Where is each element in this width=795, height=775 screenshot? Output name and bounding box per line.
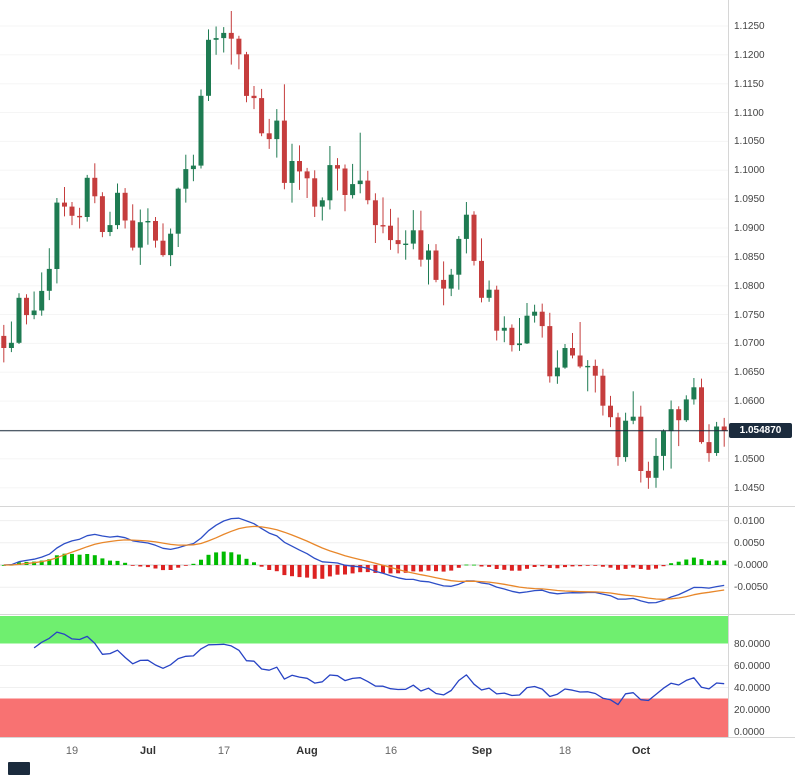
time-axis-label: Aug <box>296 745 318 757</box>
oversold-zone <box>0 698 728 737</box>
price-axis-tick: 1.1050 <box>734 136 765 148</box>
rsi-axis-tick: 80.0000 <box>734 638 771 650</box>
price-axis-tick: 1.1100 <box>734 107 764 119</box>
panel-divider <box>0 614 795 615</box>
rsi-axis-tick: 20.0000 <box>734 704 771 716</box>
macd-axis-tick: -0.0000 <box>734 560 768 572</box>
price-axis-tick: 1.0750 <box>734 309 765 321</box>
macd-axis-tick: -0.0050 <box>734 582 768 594</box>
price-axis-tick: 1.0900 <box>734 222 765 234</box>
price-axis-tick: 1.1000 <box>734 165 765 177</box>
candlestick-panel[interactable] <box>0 0 728 505</box>
price-axis-tick: 1.0950 <box>734 194 765 206</box>
time-axis-label: Oct <box>631 745 651 757</box>
price-axis-tick: 1.1250 <box>734 20 765 32</box>
price-axis-tick: 1.1200 <box>734 49 765 61</box>
rsi-axis-tick: 40.0000 <box>734 682 771 694</box>
panel-divider <box>0 506 795 507</box>
price-axis-tick: 1.0450 <box>734 482 765 494</box>
time-axis-label: 18 <box>558 745 572 757</box>
signal-line <box>3 525 725 600</box>
panel-divider <box>0 737 795 738</box>
macd-axis-tick: 0.0100 <box>734 515 765 527</box>
rsi-gridlines <box>0 665 728 688</box>
price-axis-tick: 1.0600 <box>734 396 765 408</box>
cropped-ui-fragment <box>8 762 30 775</box>
time-axis-label: 17 <box>217 745 231 757</box>
last-price-tag: 1.054870 <box>729 423 792 438</box>
price-axis-tick: 1.1150 <box>734 78 764 90</box>
price-axis-tick: 1.0700 <box>734 338 765 350</box>
price-axis-tick: 1.0850 <box>734 251 765 263</box>
macd-gridlines <box>0 520 728 588</box>
last-price-value: 1.054870 <box>739 425 782 436</box>
time-axis-label: Sep <box>471 745 493 757</box>
overbought-zone <box>0 616 728 644</box>
time-axis-label: 16 <box>384 745 398 757</box>
rsi-panel[interactable] <box>0 616 728 737</box>
axis-border-line <box>728 0 729 737</box>
macd-axis-tick: 0.0050 <box>734 537 765 549</box>
price-axis-tick: 1.0500 <box>734 453 765 465</box>
rsi-line <box>33 631 725 706</box>
price-axis-tick: 1.0800 <box>734 280 765 292</box>
rsi-axis-tick: 60.0000 <box>734 660 771 672</box>
macd-line <box>3 517 725 604</box>
price-axis-tick: 1.0650 <box>734 367 765 379</box>
time-axis-label: 19 <box>65 745 79 757</box>
rsi-axis-tick: 0.0000 <box>734 726 765 738</box>
price-gridlines <box>0 25 728 489</box>
candle-series <box>1 11 727 489</box>
time-axis-label: Jul <box>140 745 156 757</box>
macd-panel[interactable] <box>0 508 728 613</box>
